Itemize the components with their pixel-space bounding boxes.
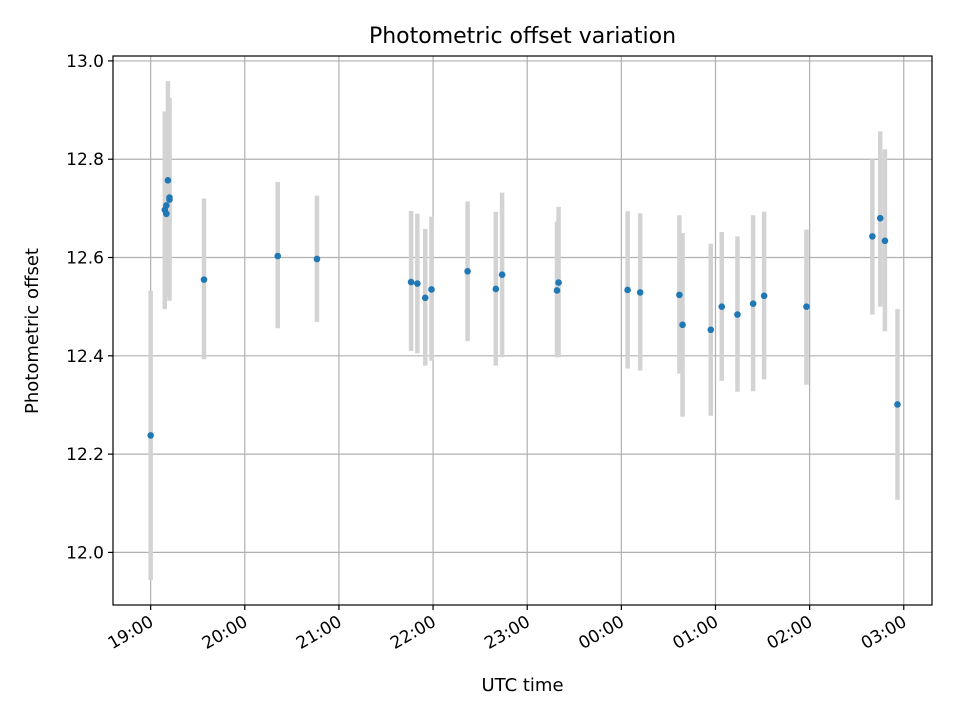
data-point xyxy=(636,289,644,296)
data-point xyxy=(894,401,901,408)
data-point xyxy=(313,255,321,263)
data-point xyxy=(869,233,876,240)
data-point xyxy=(679,321,686,329)
data-point xyxy=(707,326,715,334)
chart-title: Photometric offset variation xyxy=(369,24,676,49)
data-point xyxy=(498,271,506,279)
x-axis-label: UTC time xyxy=(481,675,563,696)
data-point xyxy=(421,294,429,302)
data-point xyxy=(464,267,471,275)
data-point xyxy=(163,210,170,218)
y-tick-label: 12.4 xyxy=(66,347,104,367)
data-point xyxy=(760,292,768,300)
data-point xyxy=(876,214,884,222)
data-point xyxy=(803,303,810,310)
data-point xyxy=(734,311,741,318)
data-point xyxy=(881,237,889,245)
data-point xyxy=(163,202,170,209)
y-tick-label: 13.0 xyxy=(66,52,104,72)
y-tick-label: 12.6 xyxy=(66,249,104,269)
y-tick-label: 12.2 xyxy=(66,445,104,465)
data-point xyxy=(555,279,562,286)
data-point xyxy=(414,280,421,287)
data-point xyxy=(749,300,757,308)
data-point xyxy=(166,196,173,203)
y-axis-label: Photometric offset xyxy=(22,248,43,414)
grid-layer xyxy=(113,56,932,605)
data-point xyxy=(147,432,154,439)
y-tick-label: 12.0 xyxy=(66,543,104,563)
plot-frame xyxy=(112,55,933,606)
data-point xyxy=(492,285,500,293)
data-point xyxy=(407,278,415,286)
data-point xyxy=(274,252,282,260)
data-point xyxy=(164,177,172,184)
data-point xyxy=(718,303,726,310)
data-point xyxy=(624,286,631,294)
marker-layer xyxy=(147,177,901,439)
data-point xyxy=(676,291,683,299)
data-point xyxy=(428,286,435,293)
y-tick-label: 12.8 xyxy=(66,150,104,170)
data-point xyxy=(200,276,208,283)
data-point xyxy=(553,287,561,294)
